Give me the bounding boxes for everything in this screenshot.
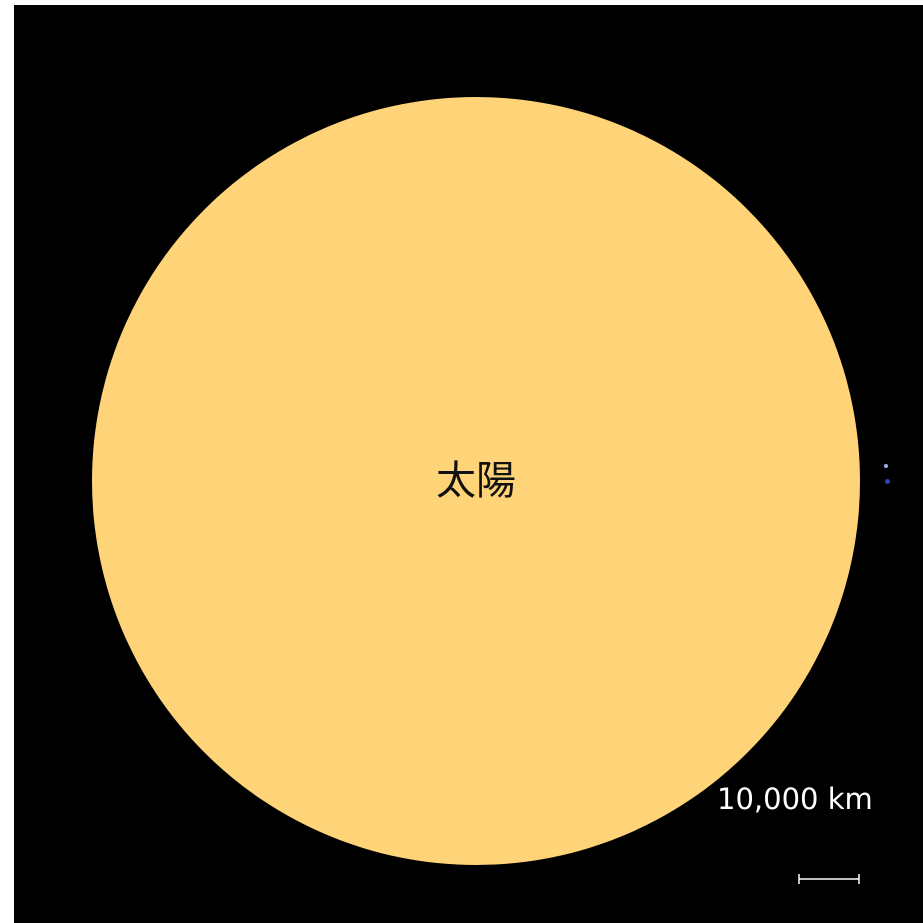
small-body-light	[884, 464, 888, 468]
diagram-canvas: 太陽 10,000 km	[14, 5, 923, 923]
sun-label: 太陽	[92, 97, 860, 865]
sun-label-text: 太陽	[436, 458, 516, 504]
scale-bar-label: 10,000 km	[717, 782, 873, 816]
sun-disc	[92, 97, 860, 865]
scale-bar	[798, 874, 860, 884]
small-body-dark	[885, 479, 890, 484]
